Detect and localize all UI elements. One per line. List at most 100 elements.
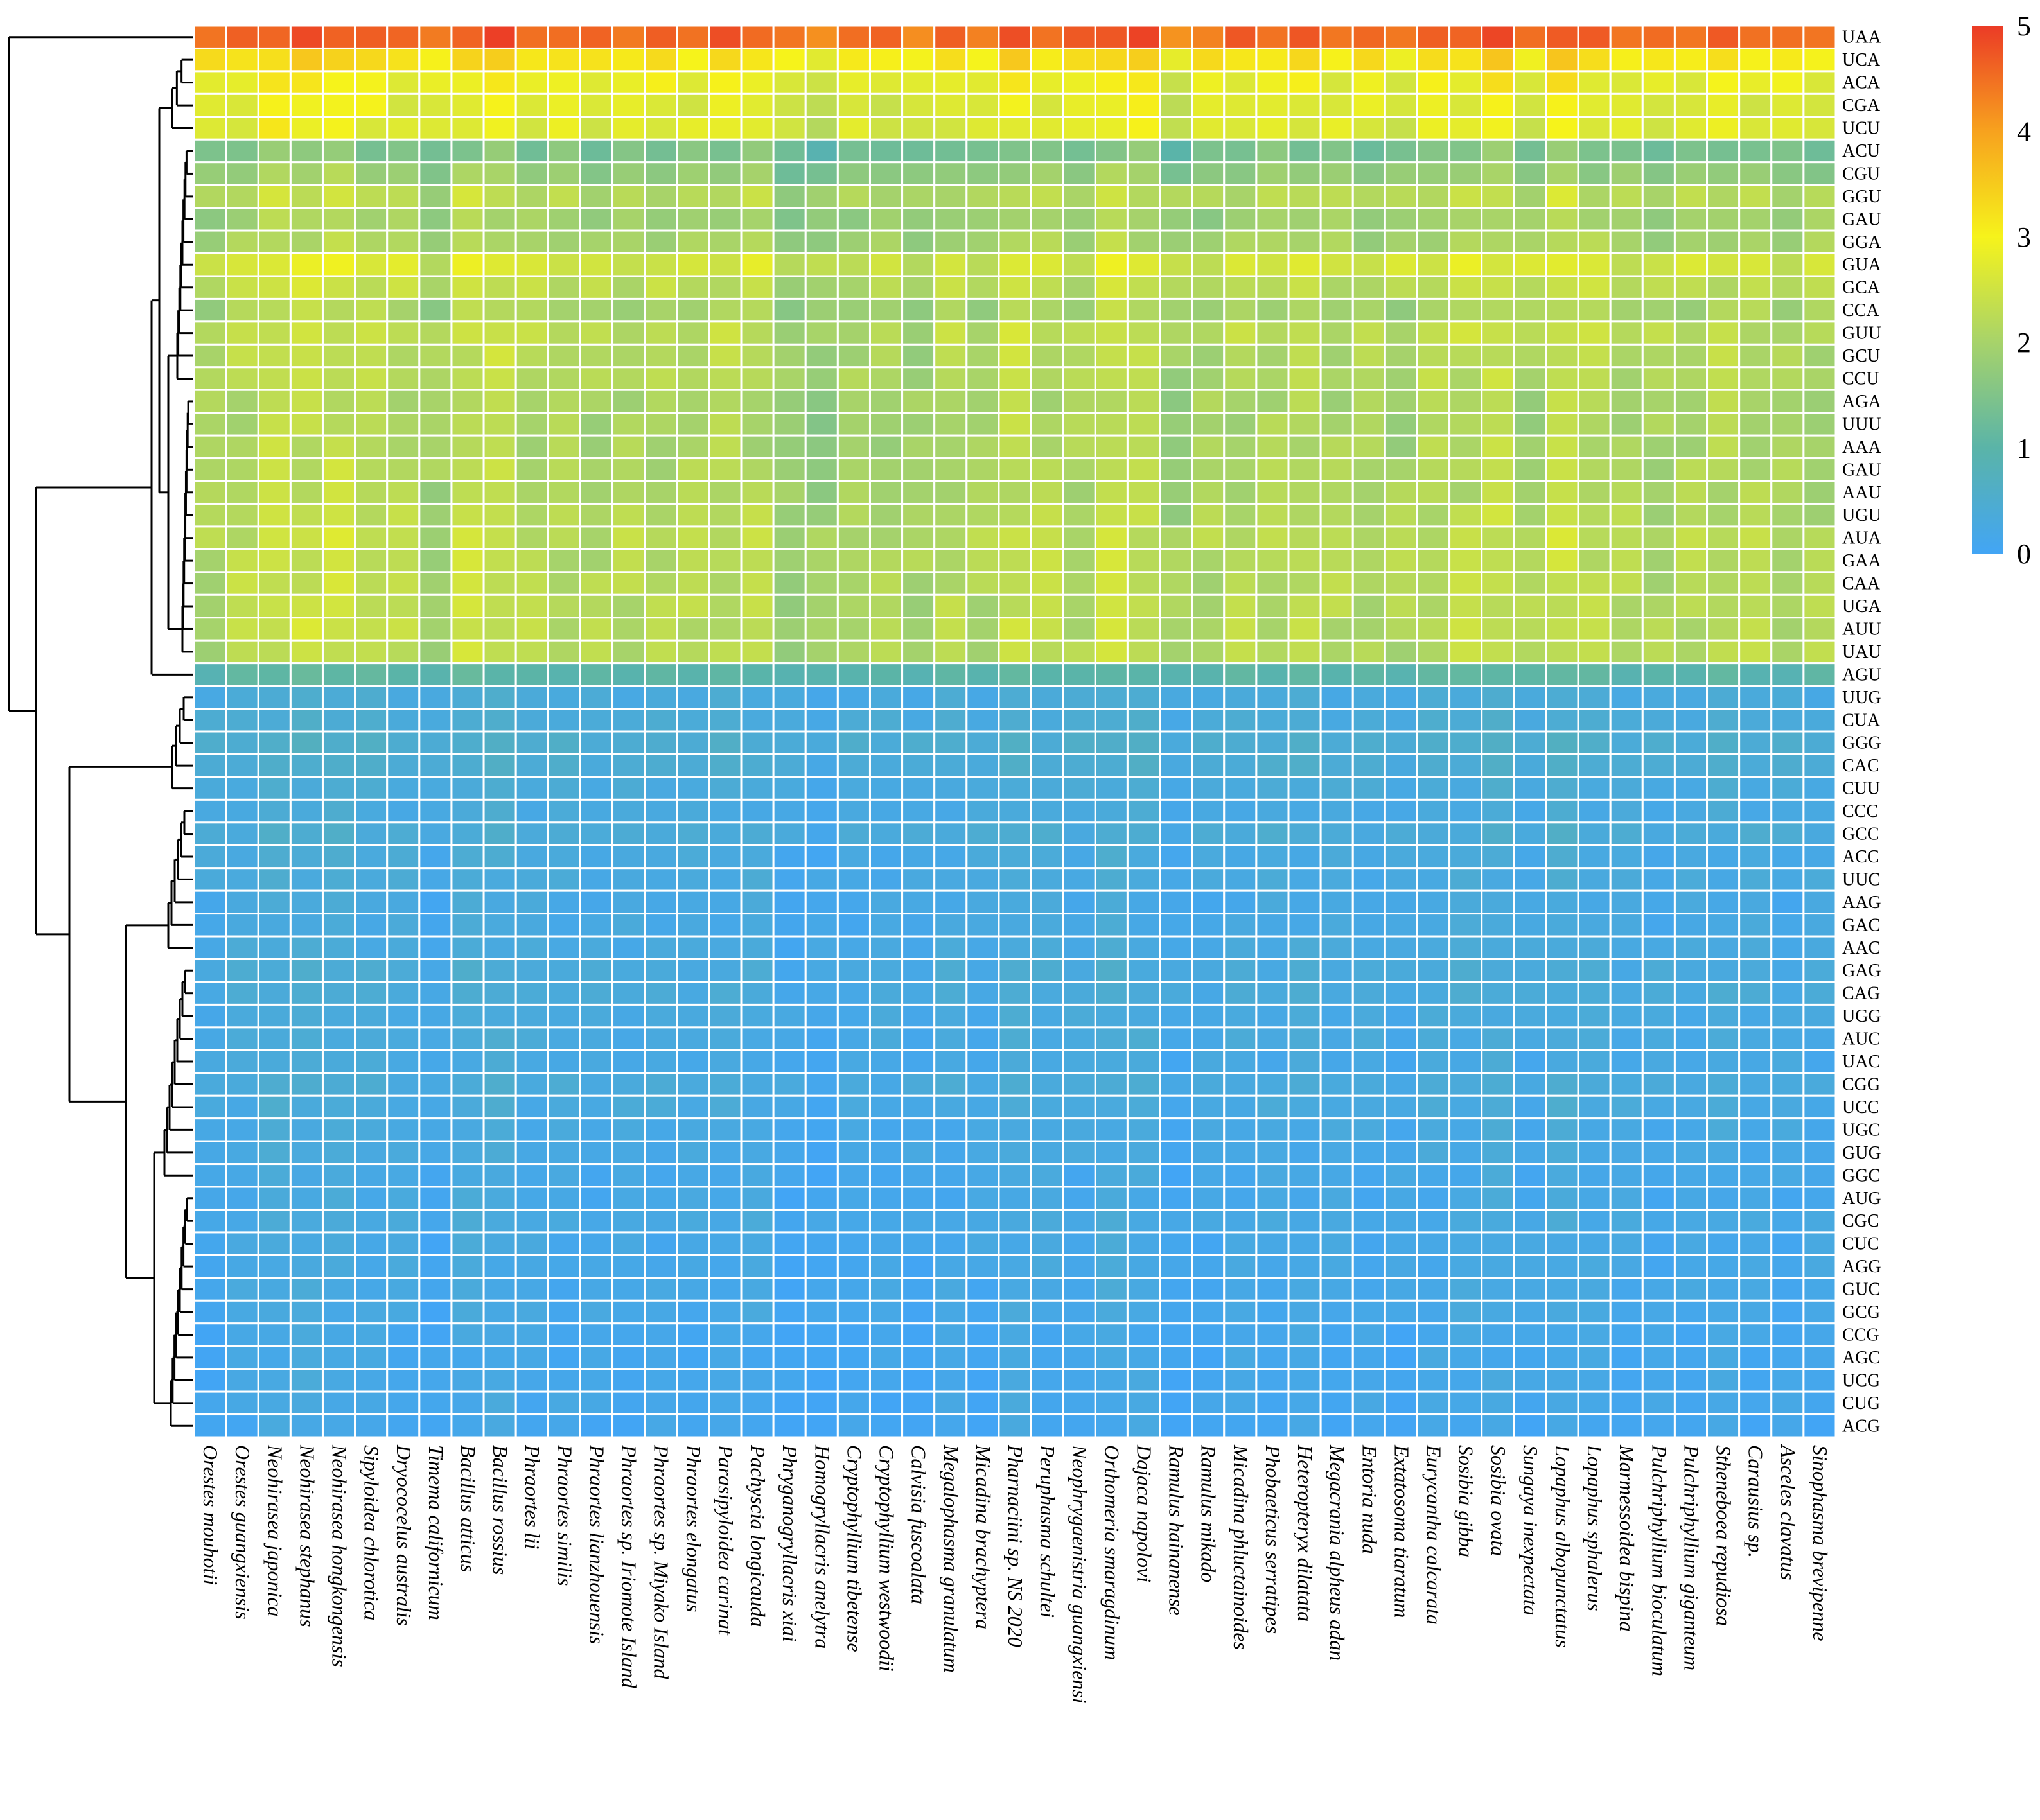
heatmap-cell — [1126, 639, 1161, 665]
heatmap-cell — [1126, 798, 1161, 824]
heatmap-cell — [1673, 480, 1709, 505]
heatmap-cell — [901, 1254, 936, 1279]
heatmap-cell — [1577, 1208, 1612, 1234]
heatmap-cell — [676, 1413, 710, 1439]
heatmap-cell — [1094, 1208, 1129, 1234]
row-label: AAA — [1842, 437, 1881, 457]
heatmap-cell — [225, 844, 259, 870]
heatmap-cell — [740, 1322, 775, 1347]
heatmap-cell — [1351, 662, 1386, 687]
heatmap-cell — [1802, 548, 1837, 573]
heatmap-cell — [1159, 730, 1193, 755]
heatmap-cell — [1416, 412, 1451, 437]
heatmap-cell — [225, 184, 259, 209]
heatmap-cell — [1545, 1003, 1579, 1029]
heatmap-cell — [804, 708, 839, 733]
heatmap-cell — [740, 502, 775, 528]
heatmap-cell — [1481, 297, 1515, 323]
heatmap-cell — [836, 776, 871, 801]
heatmap-cell — [354, 480, 389, 505]
heatmap-cell — [1545, 343, 1579, 369]
heatmap-cell — [1577, 525, 1612, 550]
heatmap-cell — [450, 1413, 485, 1439]
heatmap-cell — [1673, 844, 1709, 870]
heatmap-cell — [482, 457, 517, 482]
heatmap-cell — [1577, 184, 1612, 209]
heatmap-cell — [1416, 753, 1451, 778]
heatmap-cell — [611, 320, 646, 346]
heatmap-cell — [1351, 457, 1386, 482]
heatmap-cell — [1351, 913, 1386, 938]
heatmap-cell — [1448, 1368, 1483, 1393]
heatmap-cell — [740, 981, 775, 1006]
heatmap-cell — [740, 776, 775, 801]
heatmap-cell — [193, 116, 227, 141]
heatmap-cell — [450, 708, 485, 733]
heatmap-cell — [1030, 502, 1064, 528]
heatmap-cell — [1351, 1094, 1386, 1120]
heatmap-cell — [1641, 389, 1676, 414]
heatmap-cell — [1641, 639, 1676, 665]
heatmap-cell — [1577, 70, 1612, 95]
heatmap-cell — [354, 24, 389, 49]
heatmap-cell — [901, 1094, 936, 1120]
heatmap-cell — [1223, 1163, 1258, 1188]
heatmap-cell — [740, 1140, 775, 1166]
heatmap-cell — [193, 708, 227, 733]
heatmap-cell — [450, 798, 485, 824]
heatmap-cell — [1706, 1368, 1741, 1393]
heatmap-cell — [644, 889, 678, 915]
heatmap-cell — [611, 548, 646, 573]
heatmap-cell — [611, 639, 646, 665]
heatmap-cell — [547, 1140, 581, 1166]
heatmap-cell — [1448, 617, 1483, 642]
heatmap-cell — [386, 958, 421, 983]
heatmap-cell — [1062, 320, 1096, 346]
heatmap-cell — [1802, 730, 1837, 755]
heatmap-cell — [1577, 867, 1612, 892]
heatmap-cell — [901, 1026, 936, 1051]
heatmap-cell — [1577, 1072, 1612, 1097]
heatmap-cell — [579, 275, 614, 300]
heatmap-cell — [418, 662, 453, 687]
heatmap-cell — [1802, 1254, 1837, 1279]
heatmap-cell — [1223, 730, 1258, 755]
heatmap-cell — [1545, 502, 1579, 528]
heatmap-cell — [321, 480, 356, 505]
heatmap-cell — [418, 1368, 453, 1393]
heatmap-cell — [514, 958, 549, 983]
heatmap-cell — [1641, 116, 1676, 141]
heatmap-cell — [1126, 1094, 1161, 1120]
heatmap-cell — [225, 1231, 259, 1256]
heatmap-cell — [740, 457, 775, 482]
heatmap-cell — [1416, 798, 1451, 824]
heatmap-cell — [644, 867, 678, 892]
heatmap-cell — [1191, 1345, 1226, 1370]
heatmap-cell — [1384, 502, 1418, 528]
heatmap-cell — [547, 1413, 581, 1439]
heatmap-cell — [740, 571, 775, 596]
heatmap-cell — [1287, 457, 1322, 482]
heatmap-cell — [482, 1186, 517, 1211]
heatmap-cell — [1287, 1026, 1322, 1051]
heatmap-cell — [1126, 1186, 1161, 1211]
heatmap-cell — [1062, 889, 1096, 915]
heatmap-cell — [1223, 184, 1258, 209]
heatmap-cell — [514, 229, 549, 255]
heatmap-cell — [836, 662, 871, 687]
heatmap-cell — [482, 229, 517, 255]
row-label: GAG — [1842, 961, 1881, 981]
heatmap-cell — [321, 161, 356, 186]
heatmap-cell — [933, 343, 968, 369]
heatmap-cell — [193, 1299, 227, 1325]
heatmap-cell — [933, 70, 968, 95]
heatmap-cell — [1159, 343, 1193, 369]
heatmap-cell — [1094, 320, 1129, 346]
heatmap-cell — [193, 617, 227, 642]
row-label: GUU — [1842, 324, 1881, 344]
heatmap-cell — [225, 571, 259, 596]
heatmap-cell — [1351, 434, 1386, 460]
heatmap-cell — [1191, 1094, 1226, 1120]
heatmap-cell — [708, 366, 743, 391]
